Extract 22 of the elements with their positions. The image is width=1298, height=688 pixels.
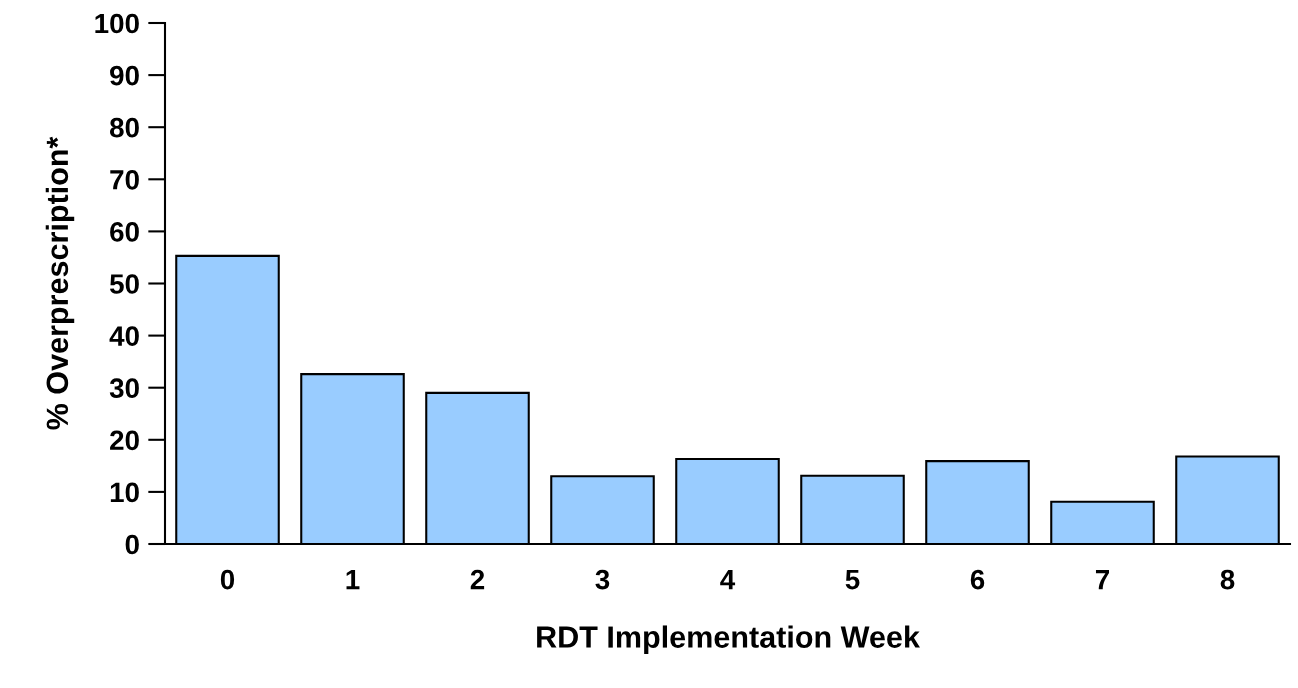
y-tick-label: 70 — [110, 169, 139, 190]
x-tick-label: 4 — [720, 570, 736, 590]
y-tick-label: 80 — [109, 117, 139, 138]
x-tick-label: 6 — [970, 569, 985, 590]
y-tick-label: 50 — [109, 274, 139, 294]
y-tick-label: 20 — [110, 430, 139, 451]
x-tick-label: 3 — [595, 569, 610, 590]
y-tick-label: 90 — [110, 65, 139, 86]
y-tick-label: 100 — [95, 13, 139, 34]
x-tick-label: 0 — [220, 569, 235, 590]
y-tick-label: 0 — [125, 534, 139, 555]
x-tick-label: 5 — [845, 570, 860, 590]
y-axis-title: % Overprescription* — [45, 136, 75, 430]
x-tick-label: 8 — [1220, 569, 1235, 590]
x-tick-label: 1 — [346, 570, 360, 590]
y-tick-label: 10 — [110, 482, 139, 503]
x-axis-title: RDT Implementation Week — [537, 625, 920, 654]
y-tick-label: 60 — [110, 222, 139, 242]
y-tick-label: 30 — [109, 378, 139, 399]
x-tick-label: 7 — [1095, 570, 1109, 590]
y-tick-label: 40 — [109, 326, 139, 346]
x-tick-label: 2 — [470, 569, 485, 590]
